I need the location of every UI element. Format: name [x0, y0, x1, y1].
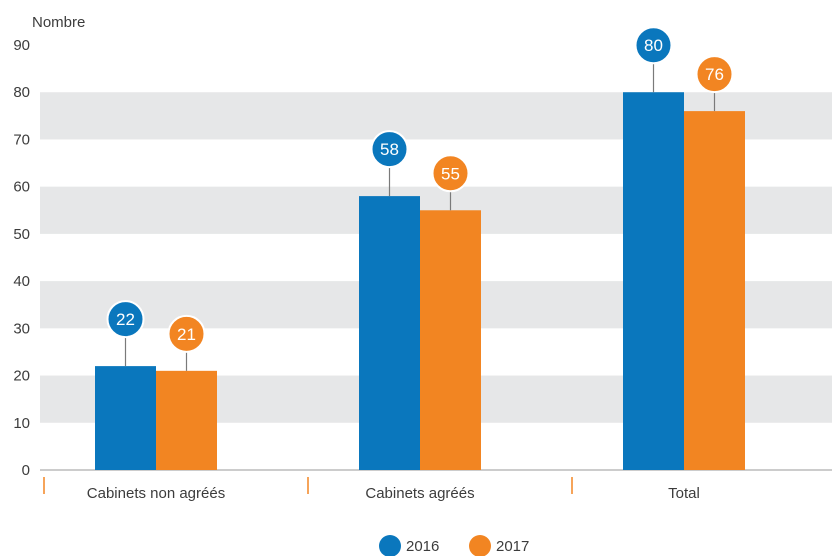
- bar: [359, 196, 420, 470]
- legend-label: 2017: [496, 538, 529, 555]
- data-label: 22: [116, 310, 135, 329]
- category-labels: Cabinets non agréés Cabinets agréés Total: [87, 485, 700, 502]
- data-label-bubble: [634, 26, 673, 65]
- y-axis-label: Nombre: [32, 14, 85, 31]
- y-tick-label: 80: [13, 84, 30, 101]
- bar: [623, 92, 684, 470]
- data-label: 76: [705, 65, 724, 84]
- y-tick-label: 40: [13, 273, 30, 290]
- data-label-bubble: [167, 314, 206, 353]
- y-axis-ticks: 0 10 20 30 40 50 60 70 80 90: [13, 37, 30, 479]
- bars: [95, 92, 745, 470]
- bar: [156, 370, 217, 470]
- data-labels: 22 21 58 55 80 76: [106, 26, 734, 371]
- y-tick-label: 70: [13, 131, 30, 148]
- legend-label: 2016: [406, 538, 439, 555]
- data-label: 55: [441, 164, 460, 183]
- x-tick-label: Cabinets agréés: [365, 485, 474, 502]
- x-tick-label: Cabinets non agréés: [87, 485, 225, 502]
- data-label-bubble: [370, 130, 409, 169]
- bar: [684, 111, 745, 470]
- bar: [420, 210, 481, 470]
- y-tick-label: 30: [13, 320, 30, 337]
- x-axis-separators: [43, 477, 573, 494]
- data-label: 80: [644, 36, 663, 55]
- y-tick-label: 50: [13, 226, 30, 243]
- y-tick-label: 10: [13, 415, 30, 432]
- y-tick-label: 60: [13, 179, 30, 196]
- data-label-bubble: [106, 300, 145, 339]
- y-tick-label: 90: [13, 37, 30, 54]
- data-label: 21: [177, 325, 196, 344]
- data-label-bubble: [695, 55, 734, 94]
- legend-swatch: [379, 535, 401, 556]
- legend-swatch: [469, 535, 491, 556]
- legend: 2016 2017: [379, 535, 529, 556]
- data-label-bubble: [431, 154, 470, 193]
- y-tick-label: 20: [13, 368, 30, 385]
- y-tick-label: 0: [22, 462, 30, 479]
- bar: [95, 366, 156, 470]
- data-label: 58: [380, 140, 399, 159]
- x-tick-label: Total: [668, 485, 700, 502]
